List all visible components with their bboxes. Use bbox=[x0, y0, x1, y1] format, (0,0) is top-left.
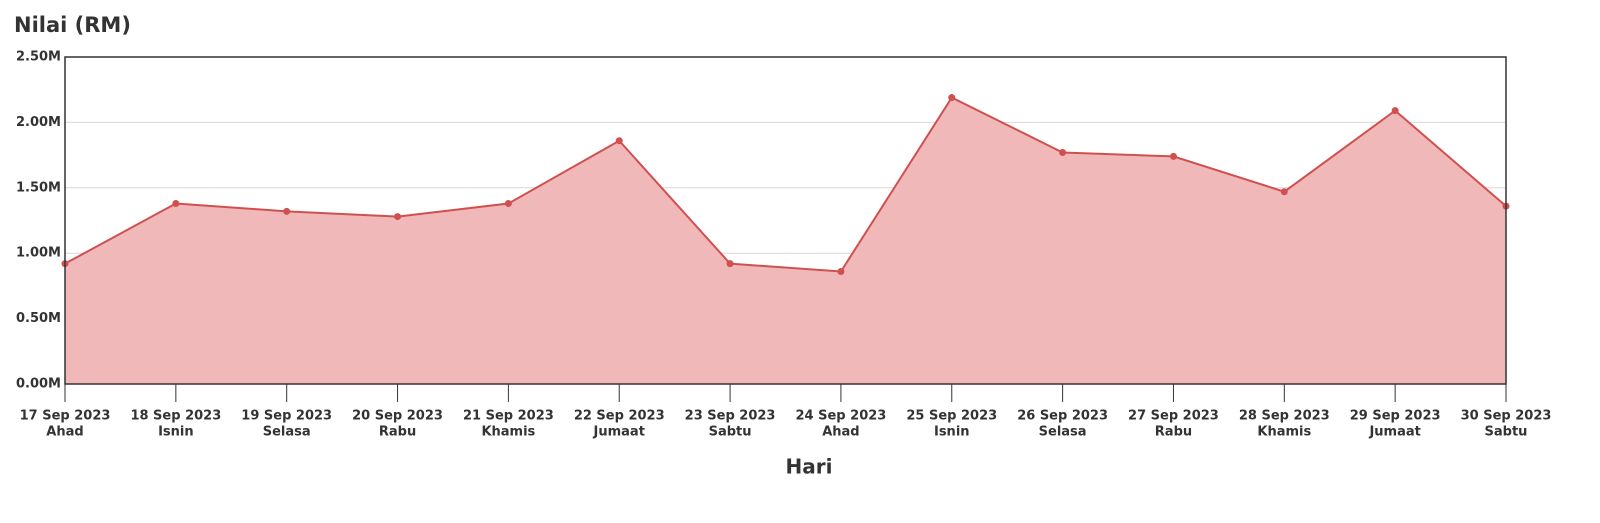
data-point bbox=[1169, 152, 1177, 160]
chart-title: Nilai (RM) bbox=[14, 13, 131, 37]
data-point bbox=[837, 268, 845, 276]
x-tick-sublabel: Jumaat bbox=[1368, 425, 1420, 440]
data-point bbox=[172, 199, 180, 207]
x-tick-sublabel: Rabu bbox=[379, 425, 416, 440]
x-tick-sublabel: Khamis bbox=[481, 425, 535, 440]
x-tick-label: 22 Sep 2023 bbox=[574, 409, 665, 424]
y-tick-label: 1.50M bbox=[16, 180, 61, 195]
x-tick-sublabel: Rabu bbox=[1155, 425, 1192, 440]
x-tick-label: 28 Sep 2023 bbox=[1239, 409, 1330, 424]
x-axis-label: Hari bbox=[786, 455, 833, 479]
x-tick-label: 21 Sep 2023 bbox=[463, 409, 554, 424]
x-tick-label: 30 Sep 2023 bbox=[1461, 409, 1552, 424]
x-tick-sublabel: Isnin bbox=[934, 425, 970, 440]
y-tick-label: 0.50M bbox=[16, 311, 61, 326]
x-tick-label: 27 Sep 2023 bbox=[1128, 409, 1219, 424]
x-tick-sublabel: Isnin bbox=[158, 425, 194, 440]
x-tick-sublabel: Ahad bbox=[46, 425, 83, 440]
y-tick-label: 2.50M bbox=[16, 50, 61, 65]
plot-frame bbox=[64, 56, 1507, 385]
y-tick-label: 1.00M bbox=[16, 246, 61, 261]
x-tick-sublabel: Ahad bbox=[822, 425, 859, 440]
data-point bbox=[615, 137, 623, 145]
data-point bbox=[283, 207, 291, 215]
data-point bbox=[726, 260, 734, 268]
x-tick-label: 23 Sep 2023 bbox=[685, 409, 776, 424]
x-tick-label: 18 Sep 2023 bbox=[130, 409, 221, 424]
y-tick-label: 2.00M bbox=[16, 115, 61, 130]
data-point bbox=[1280, 188, 1288, 196]
x-tick-label: 17 Sep 2023 bbox=[20, 409, 111, 424]
x-tick-sublabel: Sabtu bbox=[709, 425, 752, 440]
data-point bbox=[1391, 107, 1399, 115]
data-point bbox=[1059, 148, 1067, 156]
area-line bbox=[64, 96, 1507, 273]
data-point bbox=[394, 213, 402, 221]
x-tick-sublabel: Jumaat bbox=[593, 425, 645, 440]
x-tick-label: 24 Sep 2023 bbox=[796, 409, 887, 424]
x-tick-sublabel: Sabtu bbox=[1485, 425, 1528, 440]
data-point bbox=[504, 199, 512, 207]
x-tick-label: 29 Sep 2023 bbox=[1350, 409, 1441, 424]
x-tick-label: 25 Sep 2023 bbox=[906, 409, 997, 424]
x-tick-sublabel: Selasa bbox=[1039, 425, 1087, 440]
area-fill bbox=[65, 97, 1506, 384]
y-tick-label: 0.00M bbox=[16, 377, 61, 392]
data-point bbox=[948, 94, 956, 102]
x-tick-label: 26 Sep 2023 bbox=[1017, 409, 1108, 424]
x-tick-sublabel: Selasa bbox=[263, 425, 311, 440]
x-tick-sublabel: Khamis bbox=[1257, 425, 1311, 440]
x-tick-label: 20 Sep 2023 bbox=[352, 409, 443, 424]
x-tick-label: 19 Sep 2023 bbox=[241, 409, 332, 424]
